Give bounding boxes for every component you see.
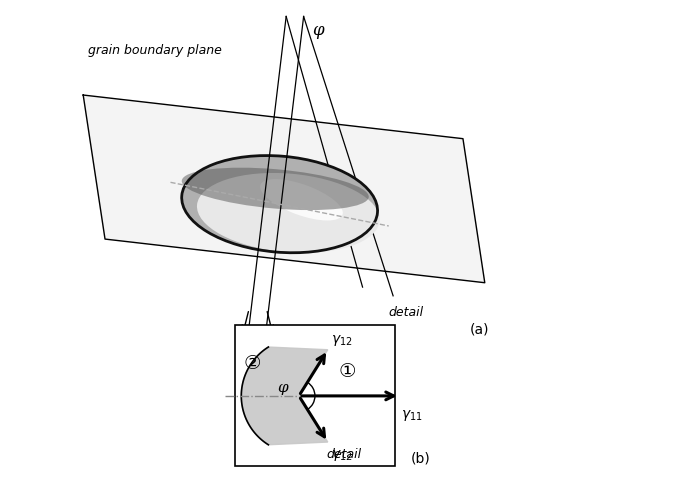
Text: (b): (b): [411, 451, 431, 465]
Ellipse shape: [181, 168, 369, 211]
Bar: [235, 326, 395, 467]
Text: detail: detail: [389, 305, 424, 318]
Text: φ: φ: [312, 22, 324, 39]
Text: detail: detail: [326, 447, 361, 460]
Text: $\gamma_{12}$: $\gamma_{12}$: [331, 332, 353, 347]
Ellipse shape: [181, 156, 378, 253]
Text: grain boundary plane: grain boundary plane: [87, 44, 222, 57]
Text: $\gamma_{11}$: $\gamma_{11}$: [402, 407, 423, 422]
Text: (a): (a): [470, 321, 489, 335]
Text: φ: φ: [278, 380, 288, 394]
Polygon shape: [241, 348, 328, 445]
Ellipse shape: [260, 180, 343, 221]
Polygon shape: [83, 96, 485, 283]
Text: ②: ②: [243, 353, 261, 372]
Text: ①: ①: [338, 361, 356, 380]
Ellipse shape: [197, 174, 380, 253]
Text: $\gamma_{12}$: $\gamma_{12}$: [331, 447, 353, 462]
